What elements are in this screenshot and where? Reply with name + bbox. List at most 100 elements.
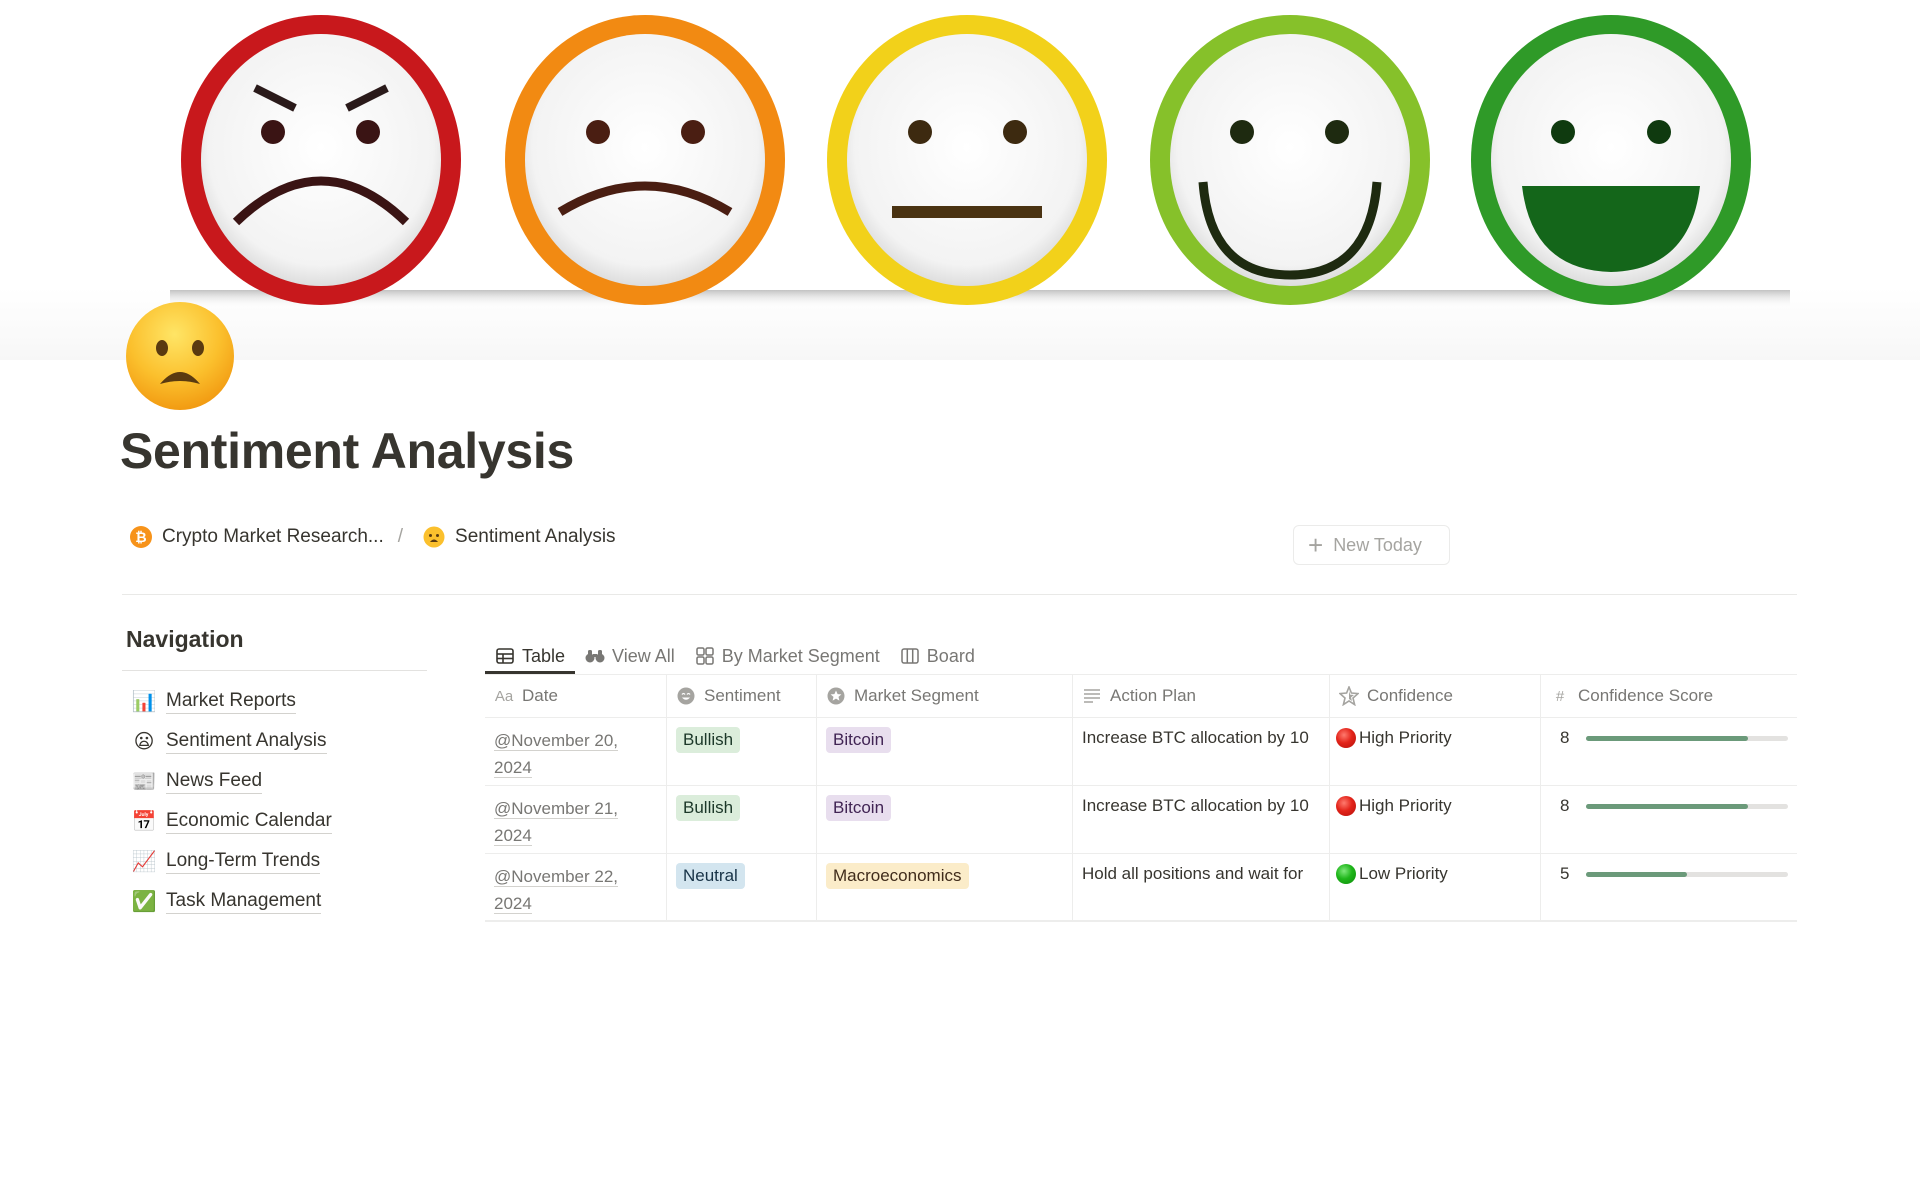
confidence-score-cell[interactable]: 8 xyxy=(1541,718,1797,785)
column-header-sentiment[interactable]: Sentiment xyxy=(667,675,817,717)
confidence-score-cell[interactable]: 5 xyxy=(1541,854,1797,920)
score-value: 5 xyxy=(1560,864,1570,883)
green-circle-icon xyxy=(1336,864,1356,884)
new-today-button[interactable]: + New Today xyxy=(1293,525,1450,565)
segment-tag: Bitcoin xyxy=(826,795,892,821)
table-row[interactable]: @November 22, 2024 Neutral Macroeconomics… xyxy=(485,854,1797,922)
date-mention[interactable]: @November 22, xyxy=(494,867,619,887)
bitcoin-icon: ₿ xyxy=(130,526,152,548)
date-cell[interactable]: @November 21, 2024 xyxy=(485,786,667,853)
market-segment-cell[interactable]: Bitcoin xyxy=(817,718,1073,785)
nav-item-long-term-trends[interactable]: 📈 Long-Term Trends xyxy=(122,841,427,881)
chart-increasing-icon: 📈 xyxy=(131,850,157,873)
column-header-confidence-score[interactable]: # Confidence Score xyxy=(1541,675,1797,717)
sentiment-tag: Neutral xyxy=(676,863,745,889)
column-header-market-segment[interactable]: Market Segment xyxy=(817,675,1073,717)
table-row[interactable]: @November 21, 2024 Bullish Bitcoin Increa… xyxy=(485,786,1797,854)
tab-view-all[interactable]: View All xyxy=(575,630,685,674)
column-label: Confidence xyxy=(1367,686,1454,705)
table-icon xyxy=(495,646,515,666)
date-mention[interactable]: 2024 xyxy=(494,894,532,914)
confidence-cell[interactable]: Low Priority xyxy=(1330,854,1541,920)
nav-item-news-feed[interactable]: 📰 News Feed xyxy=(122,761,427,801)
action-plan-cell[interactable]: Increase BTC allocation by 10 xyxy=(1073,786,1330,853)
view-tabs: Table View All By Market Segment Board xyxy=(485,630,985,674)
nav-item-economic-calendar[interactable]: 📅 Economic Calendar xyxy=(122,801,427,841)
neutral-face-icon xyxy=(827,15,1107,305)
tab-label: View All xyxy=(612,645,675,666)
column-label: Sentiment xyxy=(704,686,781,705)
sentiment-cell[interactable]: Bullish xyxy=(667,786,817,853)
bar-chart-icon: 📊 xyxy=(131,690,157,713)
nav-item-market-reports[interactable]: 📊 Market Reports xyxy=(122,681,427,721)
page-title: Sentiment Analysis xyxy=(120,423,574,479)
frowning-face-icon[interactable] xyxy=(124,300,236,412)
binoculars-icon xyxy=(585,646,605,666)
nav-item-sentiment-analysis[interactable]: 😦 Sentiment Analysis xyxy=(122,721,427,761)
action-plan-text: Increase BTC allocation by 10 xyxy=(1082,796,1309,815)
very-happy-face-icon xyxy=(1471,15,1751,305)
confidence-score-cell[interactable]: 8 xyxy=(1541,786,1797,853)
market-segment-cell[interactable]: Bitcoin xyxy=(817,786,1073,853)
action-plan-cell[interactable]: Hold all positions and wait for xyxy=(1073,854,1330,920)
sentiment-cell[interactable]: Bullish xyxy=(667,718,817,785)
tab-by-market-segment[interactable]: By Market Segment xyxy=(685,630,890,674)
navigation-panel: Navigation 📊 Market Reports 😦 Sentiment … xyxy=(122,626,427,921)
red-circle-icon xyxy=(1336,796,1356,816)
confidence-label: High Priority xyxy=(1359,796,1452,815)
market-segment-cell[interactable]: Macroeconomics xyxy=(817,854,1073,920)
sparkle-star-icon xyxy=(1339,686,1359,706)
date-mention[interactable]: @November 21, xyxy=(494,799,619,819)
column-header-confidence[interactable]: Confidence xyxy=(1330,675,1541,717)
board-icon xyxy=(900,646,920,666)
column-label: Action Plan xyxy=(1110,686,1196,705)
sentiment-tag: Bullish xyxy=(676,795,741,821)
tab-label: Board xyxy=(926,645,975,666)
confidence-label: High Priority xyxy=(1359,728,1452,747)
tab-table[interactable]: Table xyxy=(485,630,576,674)
nav-item-task-management[interactable]: ✅ Task Management xyxy=(122,881,427,921)
date-cell[interactable]: @November 20, 2024 xyxy=(485,718,667,785)
gallery-icon xyxy=(695,646,715,666)
newspaper-icon: 📰 xyxy=(131,770,157,793)
column-header-date[interactable]: Aa Date xyxy=(485,675,667,717)
date-mention[interactable]: @November 20, xyxy=(494,731,619,751)
column-header-action-plan[interactable]: Action Plan xyxy=(1073,675,1330,717)
check-mark-icon: ✅ xyxy=(131,890,157,913)
date-mention[interactable]: 2024 xyxy=(494,758,532,778)
tab-label: By Market Segment xyxy=(721,645,880,666)
sad-face-icon xyxy=(505,15,785,305)
title-property-icon: Aa xyxy=(494,687,514,705)
date-mention[interactable]: 2024 xyxy=(494,826,532,846)
sentiment-tag: Bullish xyxy=(676,727,741,753)
breadcrumb-crypto-market-research[interactable]: ₿ Crypto Market Research... xyxy=(130,526,384,548)
sentiment-cell[interactable]: Neutral xyxy=(667,854,817,920)
date-cell[interactable]: @November 22, 2024 xyxy=(485,854,667,920)
column-label: Date xyxy=(522,686,558,705)
frowning-face-icon xyxy=(423,526,445,548)
confidence-cell[interactable]: High Priority xyxy=(1330,718,1541,785)
breadcrumb-sentiment-analysis[interactable]: Sentiment Analysis xyxy=(423,526,616,548)
cover-image xyxy=(0,0,1920,360)
column-label: Market Segment xyxy=(854,686,979,705)
table-row[interactable]: @November 20, 2024 Bullish Bitcoin Increa… xyxy=(485,718,1797,786)
new-today-label: New Today xyxy=(1333,534,1422,555)
plus-icon: + xyxy=(1308,530,1324,560)
column-label: Confidence Score xyxy=(1578,686,1714,705)
score-value: 8 xyxy=(1560,796,1570,815)
breadcrumb-separator: / xyxy=(397,526,404,547)
frowning-face-icon: 😦 xyxy=(133,730,155,753)
score-progress-bar xyxy=(1585,871,1788,877)
divider xyxy=(122,670,427,671)
confidence-cell[interactable]: High Priority xyxy=(1330,786,1541,853)
star-circle-icon xyxy=(826,686,846,706)
navigation-heading: Navigation xyxy=(126,626,244,652)
score-progress-bar xyxy=(1585,735,1788,741)
nav-item-label: Sentiment Analysis xyxy=(166,729,327,754)
nav-item-label: Task Management xyxy=(166,889,322,914)
nav-item-label: Long-Term Trends xyxy=(166,849,321,874)
tab-board[interactable]: Board xyxy=(890,630,985,674)
breadcrumb-label: Crypto Market Research... xyxy=(162,526,384,547)
text-lines-icon xyxy=(1082,686,1102,706)
action-plan-cell[interactable]: Increase BTC allocation by 10 xyxy=(1073,718,1330,785)
